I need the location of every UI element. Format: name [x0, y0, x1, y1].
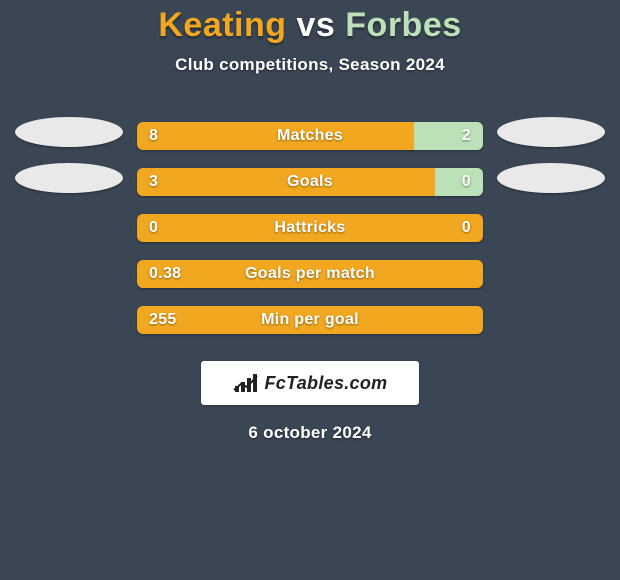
- avatar-placeholder-icon: [15, 117, 123, 147]
- stat-bar: 3Goals0: [137, 168, 483, 196]
- stat-row: 3Goals0: [0, 159, 620, 205]
- stat-row: 255Min per goal: [0, 297, 620, 343]
- avatar-placeholder-icon: [497, 163, 605, 193]
- avatar-slot-right: [491, 163, 611, 201]
- title-player-a: Keating: [158, 6, 286, 44]
- avatar-slot-left: [9, 301, 129, 339]
- subtitle: Club competitions, Season 2024: [0, 55, 620, 75]
- stat-value-left: 0.38: [149, 265, 181, 283]
- avatar-slot-right: [491, 255, 611, 293]
- stat-label: Goals per match: [137, 265, 483, 283]
- stat-bar: 255Min per goal: [137, 306, 483, 334]
- stat-value-right: 0: [462, 219, 471, 237]
- stat-label: Goals: [137, 173, 483, 191]
- stat-value-left: 0: [149, 219, 158, 237]
- stat-bar: 8Matches2: [137, 122, 483, 150]
- avatar-slot-left: [9, 163, 129, 201]
- avatar-slot-right: [491, 209, 611, 247]
- fctables-logo: FcTables.com: [201, 361, 419, 405]
- avatar-slot-left: [9, 117, 129, 155]
- avatar-placeholder-icon: [497, 117, 605, 147]
- bars-icon: [233, 372, 259, 394]
- stat-rows: 8Matches23Goals00Hattricks00.38Goals per…: [0, 113, 620, 343]
- title-vs: vs: [297, 6, 336, 44]
- stat-value-left: 255: [149, 311, 177, 329]
- stat-bar: 0.38Goals per match: [137, 260, 483, 288]
- stat-row: 0Hattricks0: [0, 205, 620, 251]
- stat-value-left: 3: [149, 173, 158, 191]
- avatar-slot-left: [9, 255, 129, 293]
- stat-bar-right-fill: [435, 168, 483, 196]
- stat-value-left: 8: [149, 127, 158, 145]
- stat-label: Min per goal: [137, 311, 483, 329]
- stat-bar-right-fill: [414, 122, 483, 150]
- date-text: 6 october 2024: [0, 423, 620, 443]
- avatar-placeholder-icon: [15, 163, 123, 193]
- title-player-b: Forbes: [345, 6, 461, 44]
- stat-row: 0.38Goals per match: [0, 251, 620, 297]
- avatar-slot-left: [9, 209, 129, 247]
- logo-text: FcTables.com: [265, 373, 388, 394]
- avatar-slot-right: [491, 117, 611, 155]
- avatar-slot-right: [491, 301, 611, 339]
- stat-bar: 0Hattricks0: [137, 214, 483, 242]
- page-title: Keating vs Forbes: [0, 0, 620, 45]
- stat-row: 8Matches2: [0, 113, 620, 159]
- stat-label: Hattricks: [137, 219, 483, 237]
